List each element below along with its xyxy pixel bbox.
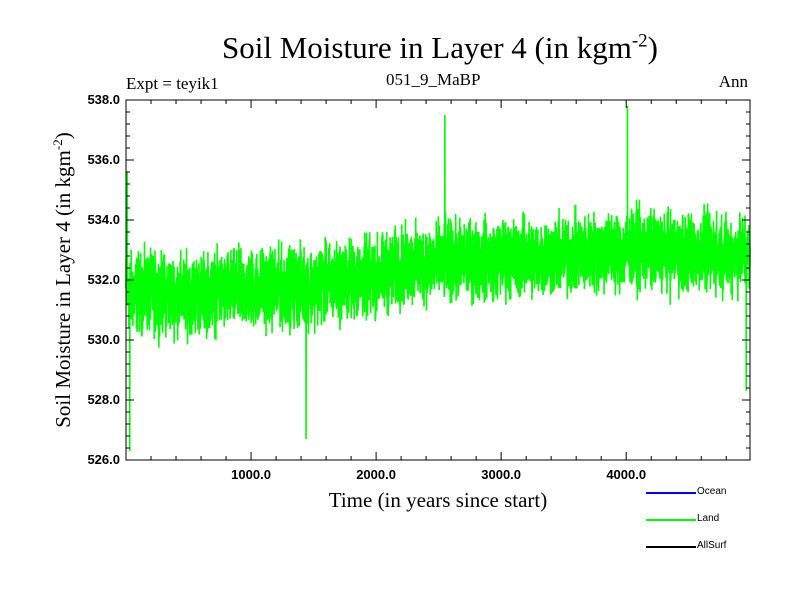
y-tick-label: 536.0 [87, 152, 120, 167]
legend-label-land: Land [697, 513, 720, 524]
y-tick-label: 538.0 [87, 92, 120, 107]
y-tick-label: 532.0 [87, 272, 120, 287]
y-tick-label: 534.0 [87, 212, 120, 227]
chart-title: Soil Moisture in Layer 4 (in kgm-2) [222, 30, 658, 65]
experiment-label: Expt = teyik1 [126, 74, 219, 93]
x-tick-label: 4000.0 [606, 467, 646, 482]
season-label: Ann [718, 72, 748, 91]
legend-label-ocean: Ocean [697, 486, 727, 497]
x-axis-label: Time (in years since start) [328, 488, 548, 512]
legend-line-allsurf [646, 546, 696, 548]
series-line-land [125, 105, 751, 452]
legend-label-allsurf: AllSurf [697, 540, 727, 551]
x-tick-label: 3000.0 [481, 467, 521, 482]
y-tick-label: 528.0 [87, 392, 120, 407]
chart-subtitle: 051_9_MaBP [386, 70, 481, 89]
legend-line-land [646, 519, 696, 521]
y-axis-label: Soil Moisture in Layer 4 (in kgm-2) [50, 132, 75, 428]
y-tick-label: 530.0 [87, 332, 120, 347]
y-tick-label: 526.0 [87, 452, 120, 467]
x-tick-label: 2000.0 [356, 467, 396, 482]
legend-line-ocean [646, 492, 696, 494]
x-tick-label: 1000.0 [231, 467, 271, 482]
